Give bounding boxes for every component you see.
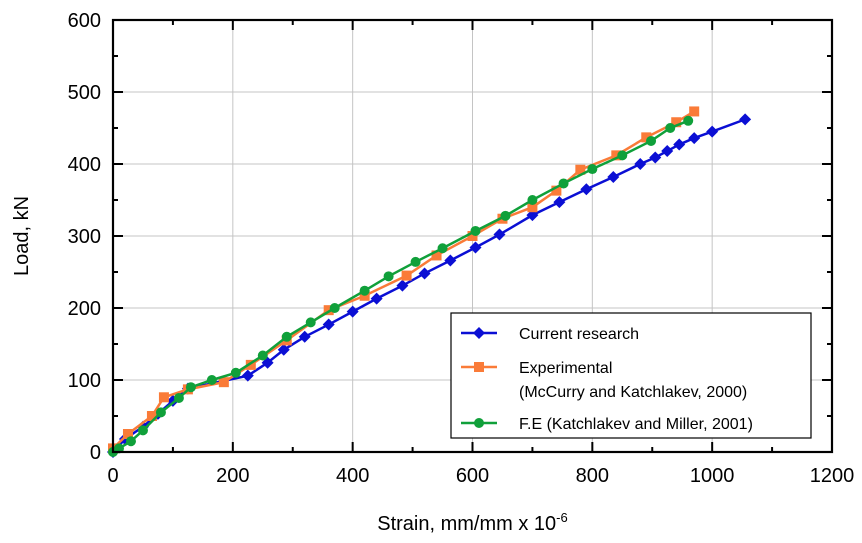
data-point <box>474 418 484 428</box>
data-point <box>257 350 268 361</box>
data-point <box>277 343 290 356</box>
data-point <box>155 407 166 418</box>
axis-titles: Strain, mm/mm x 10-6 Load, kN <box>11 196 568 535</box>
y-tick-label: 100 <box>68 370 101 392</box>
y-tick-label: 300 <box>68 226 101 248</box>
data-point <box>474 362 484 372</box>
data-point <box>431 250 442 261</box>
data-point <box>607 170 620 183</box>
data-point <box>553 196 566 209</box>
y-tick-label: 0 <box>90 442 101 464</box>
data-point <box>611 150 622 161</box>
data-point <box>125 436 136 447</box>
x-tick-label: 0 <box>107 465 118 487</box>
data-point <box>551 185 562 196</box>
legend-label: F.E (Katchlakev and Miller, 2001) <box>519 416 753 433</box>
data-point <box>146 411 157 421</box>
data-point <box>673 138 686 151</box>
data-point <box>587 164 598 175</box>
data-point <box>469 241 482 254</box>
x-axis-title-text: Strain, mm/mm x 10 <box>377 513 556 535</box>
data-point <box>418 267 431 280</box>
data-point <box>575 164 586 175</box>
legend-entry-3: F.E (Katchlakev and Miller, 2001) <box>461 416 753 433</box>
data-point <box>359 290 370 301</box>
data-point <box>467 231 478 241</box>
legend-entry-1: Current research <box>461 326 639 343</box>
legend-entry-2: Experimental (McCurry and Katchlakev, 200… <box>461 360 747 401</box>
x-tick-label: 1200 <box>810 465 855 487</box>
y-tick-label: 500 <box>68 82 101 104</box>
data-point <box>322 318 335 331</box>
data-point <box>206 375 217 385</box>
x-tick-label: 600 <box>456 465 489 487</box>
data-point <box>137 425 148 436</box>
data-point <box>370 292 383 305</box>
data-point <box>185 382 196 393</box>
data-point <box>444 254 457 267</box>
data-point <box>122 429 133 439</box>
data-point <box>683 115 694 126</box>
x-axis-title-superscript: -6 <box>556 510 568 525</box>
data-point <box>500 210 511 221</box>
data-point <box>580 183 593 196</box>
data-point <box>706 125 719 138</box>
y-tick-label: 600 <box>68 10 101 32</box>
data-point <box>298 330 311 343</box>
data-point <box>470 225 481 236</box>
y-tick-label: 200 <box>68 298 101 320</box>
legend: Current research Experimental (McCurry and… <box>450 312 812 439</box>
legend-label: Current research <box>519 326 639 343</box>
x-tick-label: 400 <box>336 465 369 487</box>
legend-label: (McCurry and Katchlakev, 2000) <box>519 384 747 401</box>
data-point <box>617 150 628 161</box>
data-point <box>558 178 569 189</box>
data-point <box>118 433 131 446</box>
data-point <box>359 285 370 296</box>
data-point <box>661 145 674 158</box>
plot-frame <box>111 18 834 454</box>
data-point <box>410 256 421 267</box>
data-point <box>329 303 340 313</box>
data-point <box>493 228 506 241</box>
data-point <box>665 123 676 133</box>
data-point <box>241 369 254 382</box>
data-point <box>218 377 229 388</box>
x-tick-label: 200 <box>216 465 249 487</box>
y-tick-label: 400 <box>68 154 101 176</box>
data-point <box>527 202 538 213</box>
data-point <box>437 243 448 254</box>
y-axis-title: Load, kN <box>11 196 33 276</box>
x-axis-title: Strain, mm/mm x 10-6 <box>377 510 567 535</box>
data-point <box>383 271 394 282</box>
data-point <box>689 106 700 117</box>
data-point <box>305 317 316 328</box>
data-point <box>173 393 184 403</box>
data-point <box>230 367 241 378</box>
data-point <box>527 195 538 205</box>
data-point <box>281 331 292 342</box>
tick-labels: 0 200 400 600 800 1000 1200 0 100 200 300 400 500 600 <box>68 10 855 487</box>
data-point <box>649 151 662 164</box>
data-point <box>346 305 359 318</box>
data-point <box>646 135 657 146</box>
data-point <box>688 132 701 145</box>
data-point <box>739 113 752 126</box>
data-point <box>396 279 409 292</box>
legend-label: Experimental <box>519 360 612 377</box>
x-tick-label: 800 <box>576 465 609 487</box>
data-point <box>641 132 652 143</box>
x-tick-label: 1000 <box>690 465 735 487</box>
series-3 <box>108 115 694 457</box>
data-point <box>401 270 412 281</box>
legend-box <box>450 312 812 439</box>
data-point <box>671 117 682 128</box>
data-point <box>634 158 647 170</box>
data-point <box>245 359 256 370</box>
data-point <box>158 392 169 403</box>
data-point <box>473 327 485 339</box>
